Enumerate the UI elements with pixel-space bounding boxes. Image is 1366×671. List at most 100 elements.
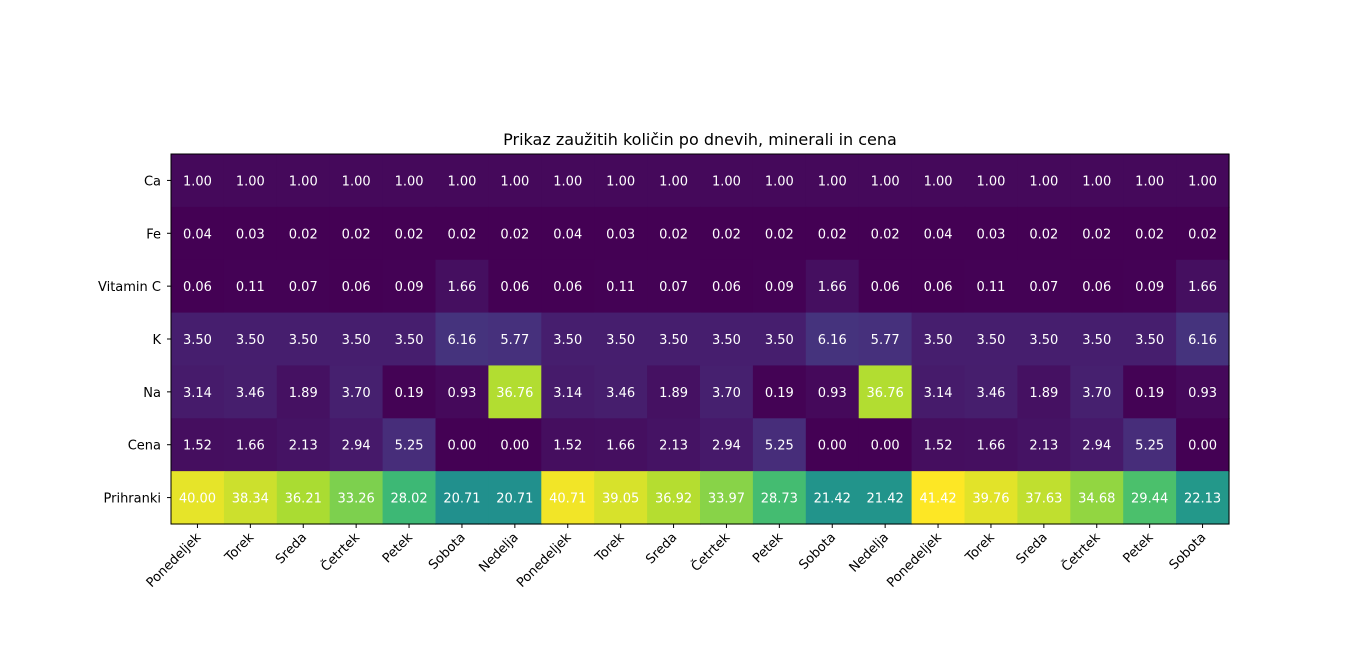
heatmap-cell (647, 259, 701, 314)
cell-value-label: 0.02 (818, 227, 847, 242)
heatmap-cell (1070, 312, 1124, 367)
heatmap-cell (858, 471, 913, 525)
cell-value-label: 3.50 (395, 333, 424, 348)
heatmap-cell (1070, 259, 1124, 314)
heatmap-cell (911, 206, 966, 261)
cell-value-label: 0.02 (447, 227, 476, 242)
y-axis: Ca Fe Vitamin C K Na Cena Prihranki (98, 174, 171, 507)
heatmap-cell (541, 365, 595, 419)
cell-value-label: 3.50 (765, 333, 794, 348)
heatmap-cell (329, 206, 384, 261)
cell-value-label: 1.00 (871, 174, 900, 189)
cell-value-label: 1.52 (183, 439, 212, 454)
heatmap-cell (276, 418, 331, 472)
heatmap-cell (1123, 471, 1177, 525)
heatmap-cell (329, 154, 384, 208)
heatmap-cell (276, 259, 331, 314)
cell-value-label: 6.16 (447, 333, 476, 348)
heatmap-cell (488, 206, 542, 261)
cell-value-label: 1.00 (395, 174, 424, 189)
heatmap-cell (964, 365, 1018, 419)
heatmap-cell (1070, 154, 1124, 208)
cell-value-label: 33.97 (708, 492, 745, 507)
heatmap-cell (911, 471, 966, 525)
heatmap-cell (382, 312, 437, 367)
cell-value-label: 3.50 (1135, 333, 1164, 348)
heatmap-cell (382, 259, 437, 314)
heatmap-cell (488, 365, 542, 419)
cell-value-label: 6.16 (1188, 333, 1217, 348)
cell-value-label: 40.00 (179, 492, 216, 507)
heatmap-cell (382, 206, 437, 261)
heatmap-cell (647, 365, 701, 419)
heatmap-cell (329, 471, 384, 525)
heatmap-cell (911, 154, 966, 208)
cell-value-label: 1.00 (447, 174, 476, 189)
y-tick-label: K (152, 333, 161, 348)
cell-value-label: 0.06 (183, 280, 212, 295)
heatmap-cell (805, 365, 860, 419)
x-tick-label: Ponedeljek (514, 530, 575, 591)
x-tick-label: Sreda (643, 530, 680, 567)
cell-value-label: 0.06 (871, 280, 900, 295)
heatmap-cell (858, 418, 913, 472)
cell-value-label: 1.66 (447, 280, 476, 295)
heatmap-cell (911, 418, 966, 472)
heatmap-cell (329, 259, 384, 314)
cell-value-label: 0.09 (395, 280, 424, 295)
cell-value-label: 0.09 (765, 280, 794, 295)
cell-value-label: 1.00 (553, 174, 582, 189)
x-tick-label: Sobota (1167, 530, 1210, 573)
heatmap-cell (752, 312, 807, 367)
heatmap-cell (964, 259, 1018, 314)
heatmap-cell (382, 471, 437, 525)
cell-value-label: 5.25 (765, 439, 794, 454)
cell-value-label: 2.13 (659, 439, 688, 454)
cell-value-label: 3.14 (924, 386, 953, 401)
heatmap-cell (752, 365, 807, 419)
heatmap-cell (171, 154, 225, 208)
heatmap-cell (382, 365, 437, 419)
cell-value-label: 1.66 (606, 439, 635, 454)
cell-value-label: 0.06 (712, 280, 741, 295)
cell-value-label: 0.02 (289, 227, 318, 242)
heatmap-cell (911, 259, 966, 314)
heatmap-cell (223, 154, 278, 208)
heatmap-cell (594, 154, 648, 208)
heatmap-cell (858, 312, 913, 367)
x-tick-label: Petek (750, 530, 786, 566)
heatmap-cell (223, 365, 278, 419)
cell-value-label: 34.68 (1078, 492, 1115, 507)
cell-value-label: 1.00 (236, 174, 265, 189)
heatmap-cell (1017, 259, 1071, 314)
cell-value-label: 3.70 (1082, 386, 1111, 401)
heatmap-cell (964, 471, 1018, 525)
cell-value-label: 36.92 (655, 492, 692, 507)
cell-value-label: 0.02 (342, 227, 371, 242)
heatmap-cell (488, 154, 542, 208)
x-tick-label: Petek (380, 530, 416, 566)
heatmap-cell (435, 365, 489, 419)
heatmap-cell (329, 365, 384, 419)
cell-value-label: 2.94 (342, 439, 371, 454)
cell-value-label: 0.02 (712, 227, 741, 242)
x-tick-label: Torek (222, 530, 258, 566)
heatmap-cell (1017, 418, 1071, 472)
cell-value-label: 33.26 (338, 492, 375, 507)
x-tick-label: Torek (962, 530, 998, 566)
heatmap-cell (858, 154, 913, 208)
cell-value-label: 1.89 (659, 386, 688, 401)
heatmap-cell (276, 154, 331, 208)
cell-value-label: 3.50 (712, 333, 741, 348)
cell-value-label: 0.06 (342, 280, 371, 295)
cell-value-label: 0.03 (606, 227, 635, 242)
cell-value-label: 1.00 (1029, 174, 1058, 189)
x-tick-label: Ponedeljek (144, 530, 205, 591)
x-tick-label: Sreda (1014, 530, 1051, 567)
cell-value-label: 0.19 (395, 386, 424, 401)
x-tick-label: Sreda (273, 530, 310, 567)
cell-value-label: 29.44 (1131, 492, 1168, 507)
cell-value-label: 1.00 (1135, 174, 1164, 189)
heatmap-cell (382, 418, 437, 472)
cell-value-label: 3.50 (659, 333, 688, 348)
